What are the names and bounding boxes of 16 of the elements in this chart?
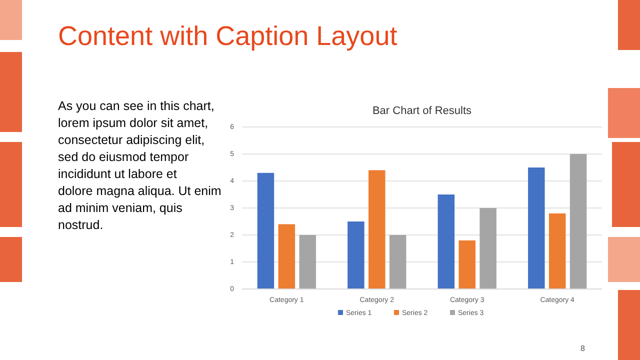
text: As you can see in this chart, lorem ipsum dolor sit amet, consectetur adipiscing elit, sed do eiusmod tempor incididunt ut labore et dolore magna aliqua. Ut enim ad minim veniam, quis nostrud. <box>58 99 222 232</box>
bar <box>299 235 316 289</box>
bar <box>570 154 587 289</box>
bar <box>438 194 455 289</box>
text: Content with Caption Layout <box>58 21 398 51</box>
bar <box>257 172 274 289</box>
bar <box>368 170 386 289</box>
bar <box>528 168 545 289</box>
bar <box>458 240 476 289</box>
chart-title: Bar Chart of Results <box>372 105 472 117</box>
bar <box>278 224 296 289</box>
bar <box>480 208 496 289</box>
bar <box>389 235 406 289</box>
bar <box>348 222 364 289</box>
text: 8 <box>580 344 586 353</box>
bar <box>548 213 566 289</box>
